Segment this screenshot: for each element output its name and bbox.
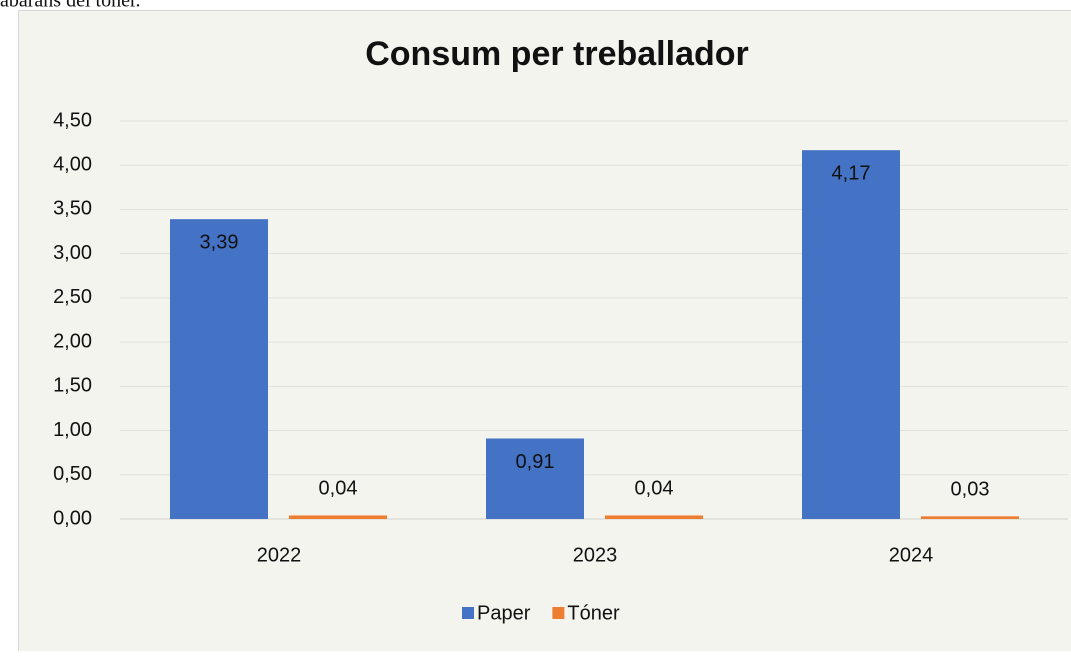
data-label: 0,04 — [319, 478, 358, 500]
x-tick-label: 2022 — [257, 544, 302, 566]
data-label: 4,17 — [832, 162, 871, 184]
bar — [289, 515, 387, 519]
y-tick-label: 2,50 — [53, 286, 92, 308]
legend-swatch — [552, 607, 564, 619]
context-text: abarans del tòner. — [0, 0, 141, 12]
y-tick-label: 4,50 — [53, 109, 92, 131]
y-tick-label: 1,50 — [53, 375, 92, 397]
chart-title: Consum per treballador — [365, 35, 749, 73]
y-tick-label: 3,00 — [53, 242, 92, 264]
legend-label: Paper — [477, 602, 531, 624]
y-tick-label: 3,50 — [53, 198, 92, 220]
data-label: 0,03 — [951, 479, 990, 501]
data-label: 3,39 — [200, 231, 239, 253]
bar — [921, 516, 1019, 519]
data-label: 0,91 — [516, 451, 555, 473]
y-tick-label: 1,00 — [53, 419, 92, 441]
x-tick-label: 2023 — [573, 544, 618, 566]
legend-swatch — [462, 607, 474, 619]
y-tick-label: 0,50 — [53, 463, 92, 485]
x-tick-label: 2024 — [889, 544, 934, 566]
y-tick-label: 4,00 — [53, 154, 92, 176]
y-tick-label: 2,00 — [53, 330, 92, 352]
bar — [605, 515, 703, 519]
bar — [802, 150, 900, 519]
bar — [170, 219, 268, 519]
data-label: 0,04 — [635, 478, 674, 500]
legend-label: Tóner — [567, 602, 620, 624]
y-tick-label: 0,00 — [53, 507, 92, 529]
